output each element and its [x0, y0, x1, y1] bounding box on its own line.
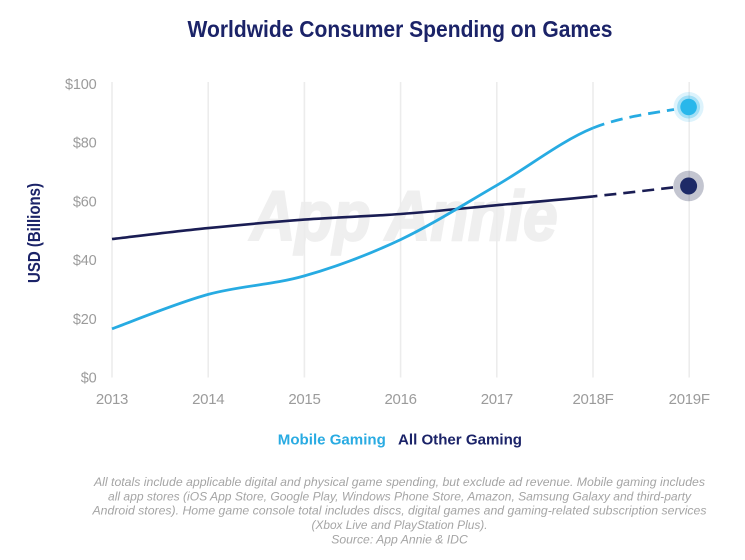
svg-text:$0: $0: [81, 371, 97, 387]
svg-text:all app stores (iOS App Store,: all app stores (iOS App Store, Google Pl…: [108, 489, 692, 503]
svg-text:USD (Billions): USD (Billions): [24, 183, 44, 283]
svg-text:$100: $100: [65, 77, 97, 93]
svg-text:$40: $40: [73, 253, 97, 269]
svg-text:2019F: 2019F: [669, 391, 710, 408]
svg-text:$20: $20: [73, 312, 97, 328]
svg-text:All Other Gaming: All Other Gaming: [398, 432, 522, 448]
svg-text:Source: App Annie & IDC: Source: App Annie & IDC: [331, 532, 468, 546]
svg-text:All totals include applicable: All totals include applicable digital an…: [93, 475, 705, 489]
svg-text:2014: 2014: [192, 391, 224, 408]
svg-text:Worldwide Consumer Spending on: Worldwide Consumer Spending on Games: [188, 16, 613, 42]
svg-text:$80: $80: [73, 136, 97, 152]
svg-text:Mobile Gaming: Mobile Gaming: [278, 432, 386, 448]
svg-text:2015: 2015: [288, 391, 320, 408]
svg-text:2013: 2013: [96, 391, 128, 408]
svg-text:(Xbox Live and PlayStation Plu: (Xbox Live and PlayStation Plus).: [312, 518, 488, 532]
svg-text:2017: 2017: [481, 391, 513, 408]
svg-text:2016: 2016: [385, 391, 417, 408]
svg-text:$60: $60: [73, 194, 97, 210]
svg-text:Android stores). Home game con: Android stores). Home game console total…: [91, 504, 706, 518]
svg-text:App Annie: App Annie: [249, 177, 558, 255]
svg-text:2018F: 2018F: [572, 391, 613, 408]
